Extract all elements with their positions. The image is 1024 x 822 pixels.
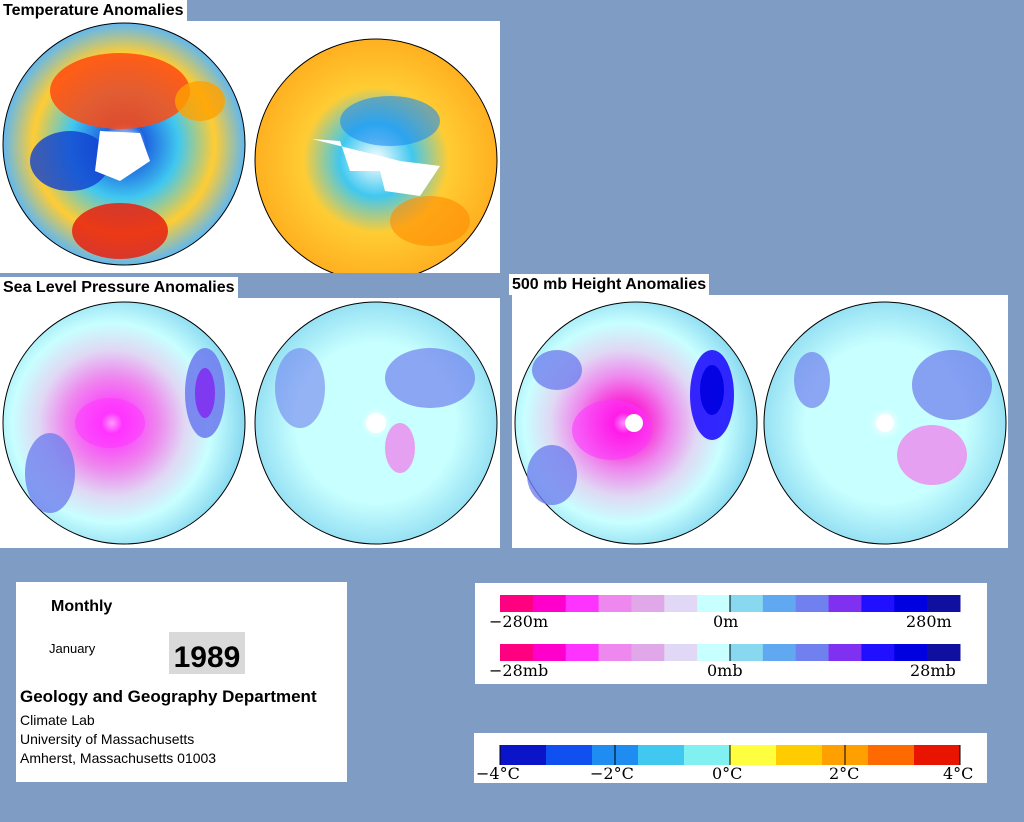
temperature-legend-swatch [914, 745, 961, 765]
height-legend-swatch [762, 595, 797, 612]
pressure-legend-swatch [795, 644, 830, 661]
height-legend-swatch [664, 595, 698, 612]
height-legend-swatch [565, 595, 600, 612]
temp-legend-label: −4°C [476, 764, 520, 783]
temp-legend-label: −2°C [590, 764, 634, 783]
height-legend-swatch [730, 595, 764, 612]
slp-maps [2, 301, 498, 545]
pressure-legend-swatch [598, 644, 632, 661]
anomaly-color-bars [500, 595, 961, 661]
temp-legend-label: 2°C [829, 764, 860, 783]
height500-map-panel [512, 295, 1008, 548]
pressure-legend-swatch [861, 644, 895, 661]
north-hemisphere-slp [2, 301, 246, 545]
year-label: 1989 [169, 632, 245, 674]
height500-maps [514, 301, 1007, 545]
temperature-legend-swatch [546, 745, 593, 765]
pressure-legend-swatch [500, 644, 534, 661]
height-legend-swatch [828, 595, 862, 612]
info-panel: Monthly January 1989 Geology and Geograp… [16, 582, 347, 782]
north-hemisphere-temperature [2, 22, 246, 266]
temperature-legend-swatch [638, 745, 685, 765]
height-legend-mid: 0m [713, 612, 739, 631]
slp-map-panel [0, 298, 500, 548]
south-hemisphere-temperature [254, 38, 498, 273]
university-label: University of Massachusetts [20, 731, 195, 747]
month-label: January [49, 641, 96, 656]
lab-label: Climate Lab [20, 712, 95, 728]
height500-anomalies-title: 500 mb Height Anomalies [509, 274, 710, 295]
temperature-color-bar [499, 745, 961, 765]
period-label: Monthly [51, 598, 113, 615]
anomaly-legend-panel: −280m 0m 280m −28mb 0mb 28mb [475, 583, 987, 684]
pressure-legend-swatch [828, 644, 862, 661]
height-legend-min: −280m [489, 612, 549, 631]
north-hemisphere-height500 [514, 301, 758, 545]
pressure-legend-swatch [762, 644, 797, 661]
pressure-legend-swatch [565, 644, 600, 661]
temp-legend-label: 0°C [712, 764, 743, 783]
pressure-legend-swatch [697, 644, 731, 661]
temperature-legend-panel: −4°C −2°C 0°C 2°C 4°C [474, 733, 987, 783]
height-legend-swatch [795, 595, 830, 612]
pressure-legend-min: −28mb [489, 661, 549, 680]
slp-anomalies-title: Sea Level Pressure Anomalies [0, 277, 238, 298]
address-label: Amherst, Massachusetts 01003 [20, 750, 217, 766]
pressure-legend-swatch [927, 644, 961, 661]
height-legend-swatch [697, 595, 731, 612]
department-label: Geology and Geography Department [20, 687, 317, 706]
pressure-legend-mid: 0mb [707, 661, 743, 680]
pressure-legend-swatch [730, 644, 764, 661]
pressure-legend-swatch [532, 644, 567, 661]
height-legend-swatch [500, 595, 534, 612]
temperature-legend-swatch [684, 745, 731, 765]
pressure-legend-max: 28mb [910, 661, 956, 680]
temp-legend-label: 4°C [943, 764, 974, 783]
height-legend-swatch [631, 595, 665, 612]
temperature-legend-swatch [730, 745, 777, 765]
height-legend-swatch [598, 595, 632, 612]
south-hemisphere-height500 [763, 301, 1007, 545]
pressure-legend-swatch [664, 644, 698, 661]
pressure-legend-swatch [894, 644, 928, 661]
temperature-legend-swatch [868, 745, 915, 765]
temperature-maps [2, 22, 498, 273]
height-legend-swatch [861, 595, 895, 612]
pressure-legend-swatch [631, 644, 665, 661]
temperature-legend-swatch [776, 745, 823, 765]
height-legend-swatch [927, 595, 961, 612]
temperature-anomalies-title: Temperature Anomalies [0, 0, 187, 21]
south-hemisphere-slp [254, 301, 498, 545]
height-legend-swatch [894, 595, 928, 612]
height-legend-swatch [532, 595, 567, 612]
temperature-map-panel [0, 21, 500, 273]
temperature-legend-swatch [500, 745, 547, 765]
height-legend-max: 280m [906, 612, 952, 631]
